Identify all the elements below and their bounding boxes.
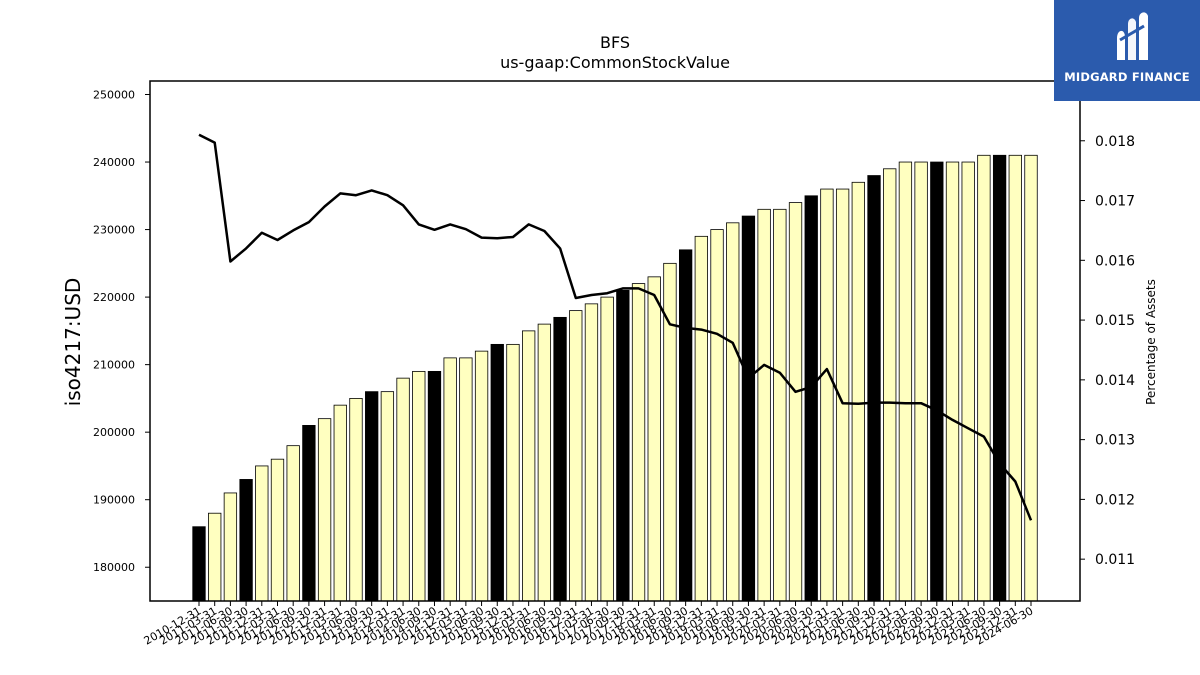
- bar-2013-06-30: [349, 398, 363, 602]
- bar-2023-06-30: [977, 154, 991, 602]
- bar-2018-09-30: [678, 249, 693, 602]
- bar-2022-12-31: [945, 161, 960, 602]
- bar-2015-06-30: [474, 350, 489, 602]
- y2-tick-label: 0.012: [1095, 492, 1135, 508]
- bar-2016-12-31: [569, 310, 583, 602]
- bar-2020-12-31: [820, 188, 834, 602]
- y-tick-label: 230000: [93, 224, 135, 237]
- bar-2017-12-31: [631, 283, 646, 602]
- x-axis-ticks: 2010-12-312011-03-312011-06-302011-09-30…: [142, 601, 1036, 648]
- chart-title: BFS: [600, 33, 630, 52]
- y2-tick-label: 0.014: [1095, 373, 1135, 389]
- y-tick-label: 200000: [93, 426, 135, 439]
- bar-2023-12-31: [1008, 154, 1022, 602]
- logo-mark-icon: [1117, 12, 1148, 60]
- bar-2021-06-30: [851, 181, 865, 602]
- y-tick-label: 190000: [93, 494, 135, 507]
- y2-tick-label: 0.017: [1095, 194, 1135, 210]
- bar-2018-12-31: [694, 235, 708, 602]
- bar-2014-06-30: [412, 370, 426, 602]
- y-tick-label: 180000: [93, 561, 135, 574]
- chart-subtitle: us-gaap:CommonStockValue: [500, 53, 730, 72]
- bar-2023-03-31: [961, 161, 975, 602]
- bar-2013-03-31: [333, 404, 347, 602]
- y2-tick-label: 0.015: [1095, 313, 1135, 329]
- bar-2019-03-31: [710, 229, 724, 602]
- bar-2013-12-31: [380, 391, 395, 602]
- bar-2018-03-31: [647, 276, 661, 602]
- bar-2016-03-31: [522, 330, 536, 602]
- y-axis-ticks: 180000 190000 200000 210000 220000 230000 2400…: [93, 89, 150, 574]
- bar-2022-09-30: [930, 161, 944, 602]
- bar-2013-09-30: [365, 391, 379, 602]
- percentage-of-assets-line: [198, 133, 1033, 521]
- bar-2011-09-30: [239, 479, 253, 602]
- y2-tick-label: 0.011: [1095, 552, 1135, 568]
- bar-2020-06-30: [788, 202, 803, 602]
- bars: [192, 154, 1038, 602]
- bar-2010-12-31: [192, 526, 206, 602]
- bar-2022-06-30: [914, 161, 928, 602]
- bar-2021-12-31: [883, 168, 897, 602]
- bar-2014-03-31: [396, 377, 410, 602]
- logo-text: MIDGARD FINANCE: [1064, 70, 1190, 84]
- bar-2011-12-31: [255, 465, 269, 602]
- bar-2015-03-31: [459, 357, 473, 602]
- bar-2017-09-30: [616, 289, 630, 602]
- bar-2019-09-30: [741, 215, 756, 602]
- bar-2015-09-30: [490, 343, 504, 602]
- bar-2012-03-31: [270, 458, 285, 602]
- bar-2020-09-30: [804, 195, 818, 602]
- bar-2016-06-30: [537, 323, 552, 602]
- bar-2023-09-30: [992, 154, 1007, 602]
- bar-2021-09-30: [867, 175, 881, 602]
- bar-2015-12-31: [506, 343, 520, 602]
- bar-2017-03-31: [584, 303, 599, 602]
- y-tick-label: 220000: [93, 291, 135, 304]
- y-tick-label: 250000: [93, 89, 135, 102]
- bar-2011-06-30: [223, 492, 238, 602]
- bar-2020-03-31: [773, 208, 787, 602]
- bar-2011-03-31: [208, 512, 222, 602]
- y2-tick-label: 0.013: [1095, 433, 1135, 449]
- bar-2019-06-30: [726, 222, 740, 602]
- midgard-finance-logo: MIDGARD FINANCE: [1054, 0, 1200, 101]
- bar-2024-06-30: [1024, 154, 1038, 602]
- bar-2017-06-30: [600, 296, 614, 602]
- y2-axis-label: Percentage of Assets: [1144, 279, 1158, 405]
- plot-frame: [149, 80, 1081, 602]
- bar-2016-09-30: [553, 316, 567, 602]
- bar-2019-12-31: [757, 208, 771, 602]
- bar-2014-09-30: [427, 370, 442, 602]
- y2-tick-label: 0.018: [1095, 134, 1135, 150]
- y-axis-label: iso4217:USD: [61, 278, 85, 407]
- bar-2012-12-31: [317, 418, 332, 602]
- bar-2022-03-31: [898, 161, 913, 602]
- y2-axis-ticks: 0.011 0.012 0.013 0.014 0.015 0.016 0.017 0.018: [1080, 134, 1135, 568]
- bar-2014-12-31: [443, 357, 457, 602]
- y-tick-label: 210000: [93, 359, 135, 372]
- bar-2012-09-30: [302, 425, 316, 602]
- y2-tick-label: 0.016: [1095, 253, 1135, 269]
- bar-2012-06-30: [286, 445, 300, 602]
- y-tick-label: 240000: [93, 156, 135, 169]
